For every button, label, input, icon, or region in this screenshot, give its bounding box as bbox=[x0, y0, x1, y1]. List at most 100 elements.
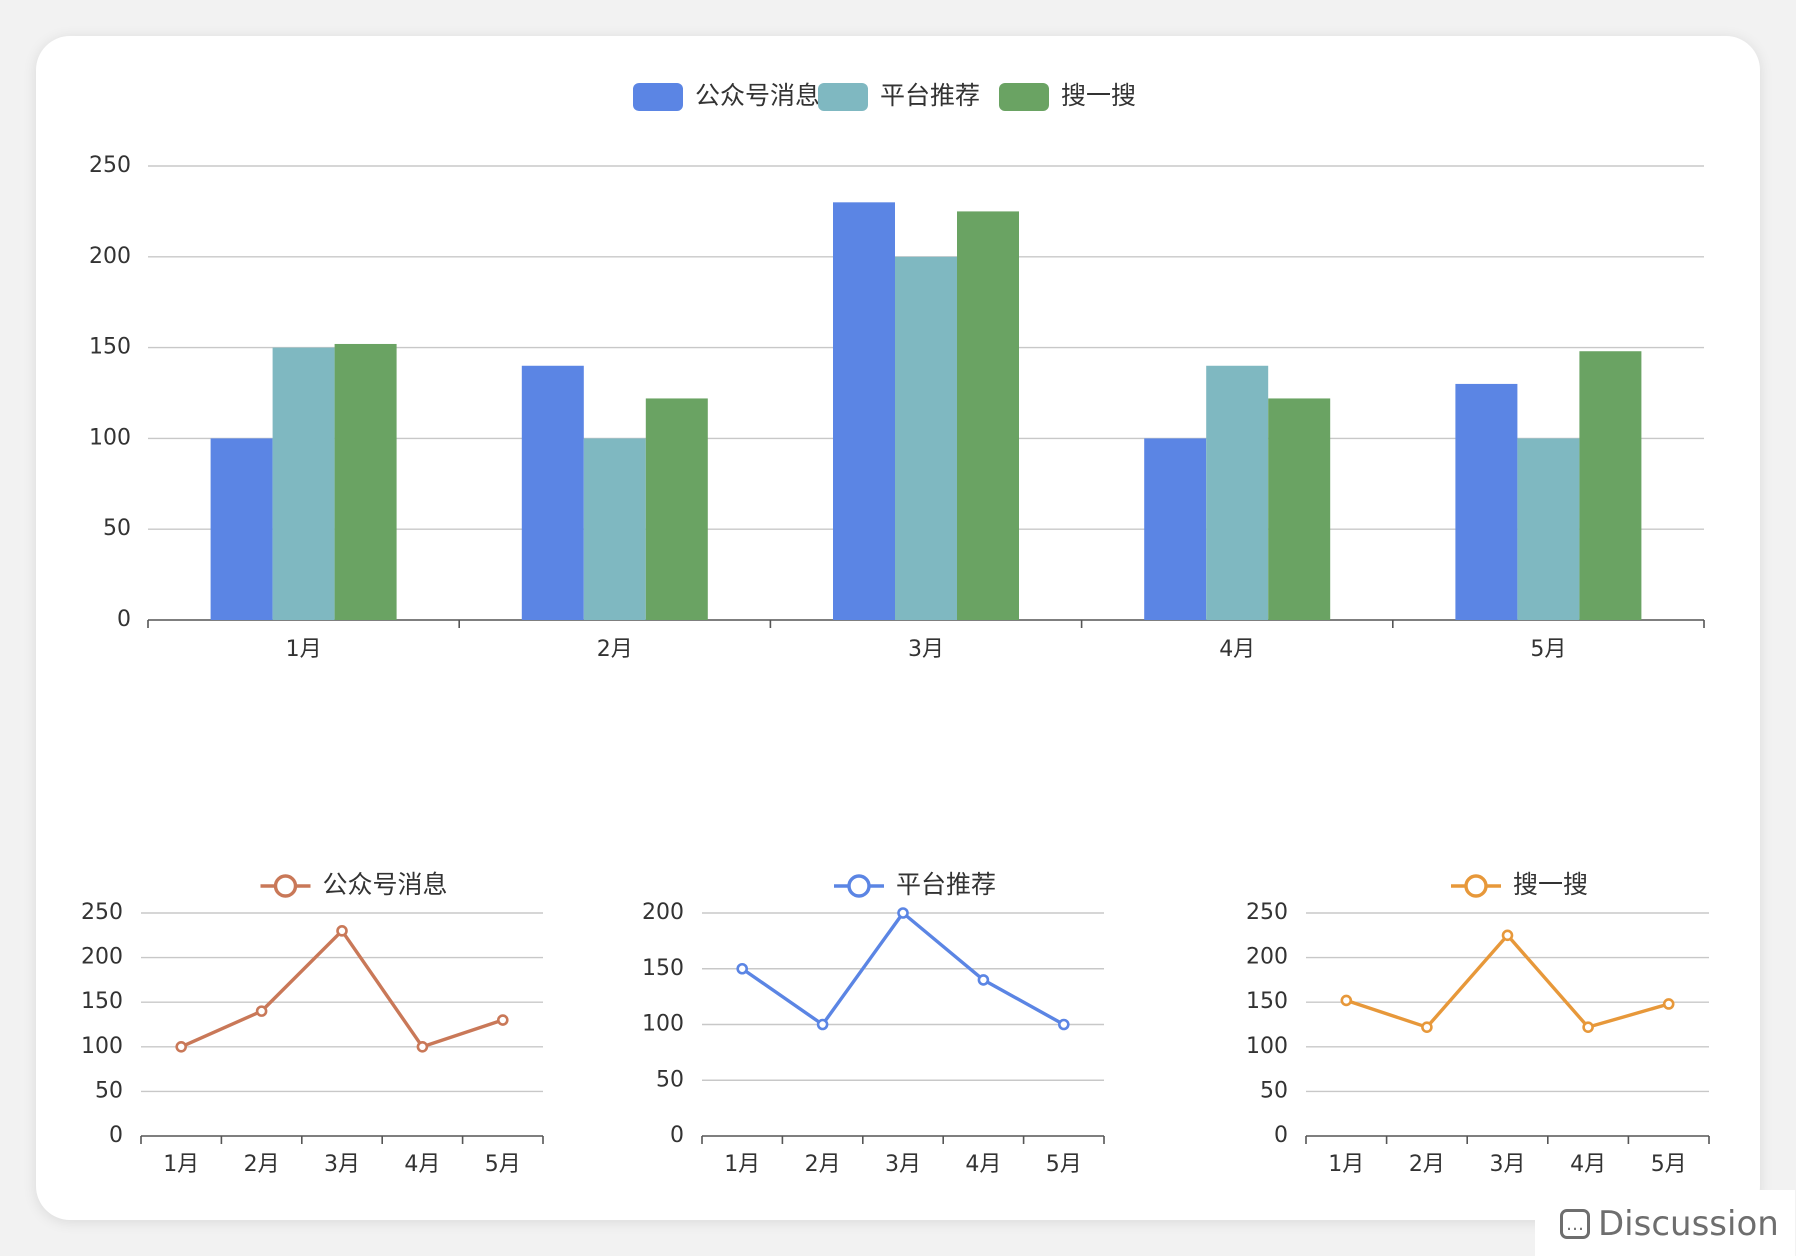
x-tick-label: 5月 bbox=[1046, 1152, 1082, 1177]
bar bbox=[1455, 383, 1518, 620]
data-point bbox=[336, 925, 348, 937]
bar bbox=[1579, 351, 1642, 620]
discussion-label: Discussion bbox=[1598, 1204, 1779, 1244]
data-point bbox=[496, 1014, 509, 1026]
y-tick-label: 100 bbox=[642, 1012, 684, 1037]
x-tick-label: 3月 bbox=[324, 1152, 360, 1177]
data-point bbox=[1662, 998, 1675, 1010]
x-tick-label: 3月 bbox=[885, 1152, 921, 1177]
y-tick-label: 100 bbox=[89, 425, 131, 450]
legend-label: 搜一搜 bbox=[1061, 81, 1136, 110]
y-tick-label: 0 bbox=[109, 1123, 123, 1148]
discussion-watermark: … Discussion bbox=[1560, 1202, 1779, 1246]
line-chart: 0 50 100 150 200 250 1月 2月 3月 4月 5月 搜一搜 bbox=[1246, 870, 1710, 1177]
y-tick-label: 250 bbox=[1246, 900, 1288, 925]
y-tick-label: 100 bbox=[81, 1034, 123, 1059]
data-point bbox=[175, 1041, 187, 1053]
bar bbox=[833, 202, 895, 620]
bar bbox=[583, 438, 646, 620]
y-tick-label: 200 bbox=[642, 900, 684, 925]
x-tick-label: 2月 bbox=[597, 637, 633, 662]
data-point bbox=[1501, 929, 1514, 942]
data-point bbox=[736, 962, 749, 975]
legend: 平台推荐 bbox=[834, 870, 996, 899]
series-line bbox=[180, 929, 504, 1049]
bar bbox=[957, 211, 1019, 620]
x-tick-label: 5月 bbox=[1651, 1152, 1687, 1177]
legend: 搜一搜 bbox=[1451, 870, 1588, 899]
bar bbox=[334, 343, 397, 620]
y-tick-label: 200 bbox=[89, 244, 131, 269]
chart-card bbox=[36, 36, 1760, 1220]
data-point bbox=[416, 1041, 429, 1053]
x-tick-label: 1月 bbox=[286, 637, 322, 662]
legend-swatch bbox=[999, 83, 1049, 111]
y-tick-label: 100 bbox=[1246, 1034, 1288, 1059]
x-tick-label: 1月 bbox=[163, 1152, 199, 1177]
y-tick-label: 200 bbox=[1246, 945, 1288, 970]
y-tick-label: 200 bbox=[81, 945, 123, 970]
x-tick-label: 1月 bbox=[724, 1152, 760, 1177]
bar bbox=[645, 398, 708, 620]
legend-label: 公众号消息 bbox=[323, 870, 448, 899]
corner-overlay bbox=[1535, 1190, 1795, 1256]
data-point bbox=[977, 974, 990, 986]
bar bbox=[272, 347, 335, 620]
y-tick-label: 250 bbox=[89, 153, 131, 178]
x-tick-label: 4月 bbox=[1219, 637, 1255, 662]
y-tick-label: 150 bbox=[81, 989, 123, 1014]
x-tick-label: 3月 bbox=[1490, 1152, 1526, 1177]
y-tick-label: 150 bbox=[89, 335, 131, 360]
legend-label: 搜一搜 bbox=[1513, 870, 1588, 899]
y-tick-label: 150 bbox=[642, 956, 684, 981]
data-point bbox=[1421, 1021, 1433, 1033]
line-chart: 0 50 100 150 200 250 1月 2月 3月 4月 5月 公众号消息 bbox=[81, 870, 544, 1177]
legend-label: 平台推荐 bbox=[880, 81, 980, 110]
data-point bbox=[816, 1018, 829, 1031]
y-tick-label: 50 bbox=[103, 516, 131, 541]
data-point bbox=[897, 907, 909, 919]
x-tick-label: 2月 bbox=[805, 1152, 841, 1177]
y-tick-label: 0 bbox=[117, 607, 131, 632]
data-point bbox=[1340, 994, 1353, 1007]
x-tick-label: 4月 bbox=[1570, 1152, 1606, 1177]
data-point bbox=[1582, 1021, 1594, 1033]
series-line bbox=[1345, 933, 1670, 1029]
y-tick-label: 0 bbox=[1274, 1123, 1288, 1148]
legend-marker bbox=[273, 874, 298, 898]
y-tick-label: 250 bbox=[81, 900, 123, 925]
bar bbox=[1144, 438, 1207, 620]
legend: 公众号消息 平台推荐 搜一搜 bbox=[633, 81, 1136, 111]
x-tick-label: 2月 bbox=[244, 1152, 280, 1177]
data-point bbox=[255, 1005, 268, 1017]
x-tick-label: 5月 bbox=[1530, 637, 1566, 662]
legend-swatch bbox=[633, 83, 683, 111]
x-tick-label: 2月 bbox=[1409, 1152, 1445, 1177]
bar bbox=[1517, 438, 1580, 620]
bar bbox=[210, 438, 273, 620]
data-point bbox=[1058, 1018, 1070, 1031]
x-tick-label: 4月 bbox=[965, 1152, 1001, 1177]
x-tick-label: 4月 bbox=[404, 1152, 440, 1177]
legend-marker bbox=[847, 874, 871, 898]
legend-marker bbox=[1464, 874, 1488, 898]
bar bbox=[1268, 398, 1331, 620]
chat-bubble-icon: … bbox=[1560, 1209, 1590, 1239]
x-tick-label: 3月 bbox=[908, 637, 944, 662]
y-tick-label: 50 bbox=[95, 1078, 123, 1103]
legend-label: 平台推荐 bbox=[896, 870, 996, 899]
legend-label: 公众号消息 bbox=[695, 81, 820, 110]
y-tick-label: 50 bbox=[1260, 1078, 1288, 1103]
y-tick-label: 150 bbox=[1246, 989, 1288, 1014]
bar bbox=[521, 365, 584, 620]
legend-swatch bbox=[818, 83, 868, 111]
line-chart: 0 50 100 150 200 1月 2月 3月 4月 5月 平台推荐 bbox=[642, 870, 1105, 1177]
bar bbox=[1206, 365, 1269, 620]
y-tick-label: 50 bbox=[656, 1067, 684, 1092]
bar-chart: 0 50 100 150 200 250 1月 2月 3月 4月 5月 公众号消息 平台推荐 搜一搜 bbox=[89, 81, 1705, 662]
bar bbox=[895, 256, 957, 620]
y-tick-label: 0 bbox=[670, 1123, 684, 1148]
x-tick-label: 5月 bbox=[485, 1152, 521, 1177]
legend: 公众号消息 bbox=[260, 870, 448, 899]
